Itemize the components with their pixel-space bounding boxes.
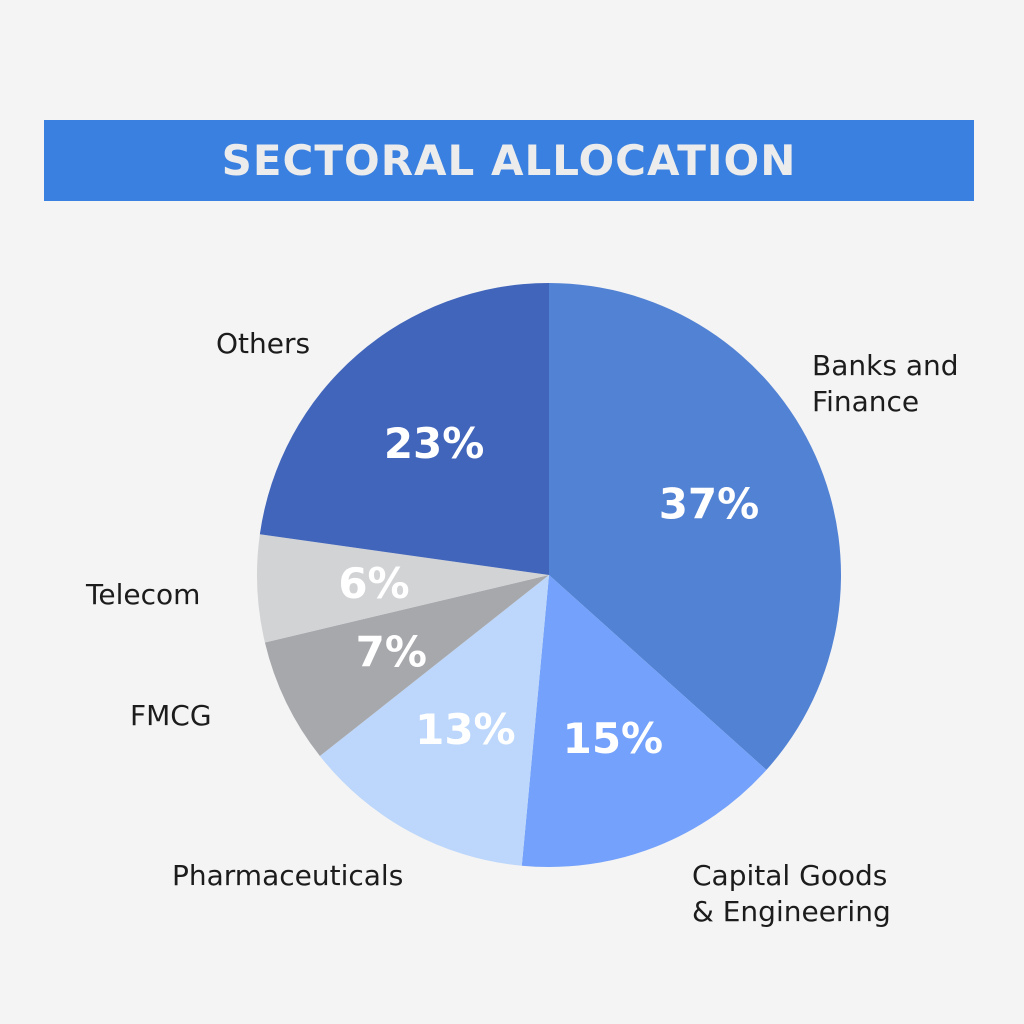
chart-title: SECTORAL ALLOCATION [221, 136, 797, 185]
slice-value-label: 6% [338, 559, 409, 608]
title-bar: SECTORAL ALLOCATION [44, 120, 974, 201]
pie-slice-banks-and-finance [549, 283, 841, 770]
pie-slice-telecom [256, 534, 549, 643]
slice-category-label: Telecom [86, 578, 201, 611]
pie-slice-others [259, 283, 549, 575]
slice-value-label: 13% [415, 705, 516, 754]
pie-slice-capital-goods-engineering [521, 575, 767, 868]
slice-category-label: FMCG [130, 699, 212, 732]
pie-slice-pharmaceuticals [319, 575, 549, 866]
slice-value-label: 15% [563, 714, 664, 763]
slice-category-label: Pharmaceuticals [172, 859, 404, 892]
slice-value-label: 23% [384, 419, 485, 468]
slice-value-label: 7% [356, 627, 427, 676]
slice-value-label: 37% [659, 480, 760, 529]
pie-slice-fmcg [264, 575, 549, 757]
slice-category-label: Banks and Finance [812, 349, 959, 418]
slice-category-label: Others [216, 327, 311, 360]
slice-category-label: Capital Goods & Engineering [692, 859, 891, 928]
